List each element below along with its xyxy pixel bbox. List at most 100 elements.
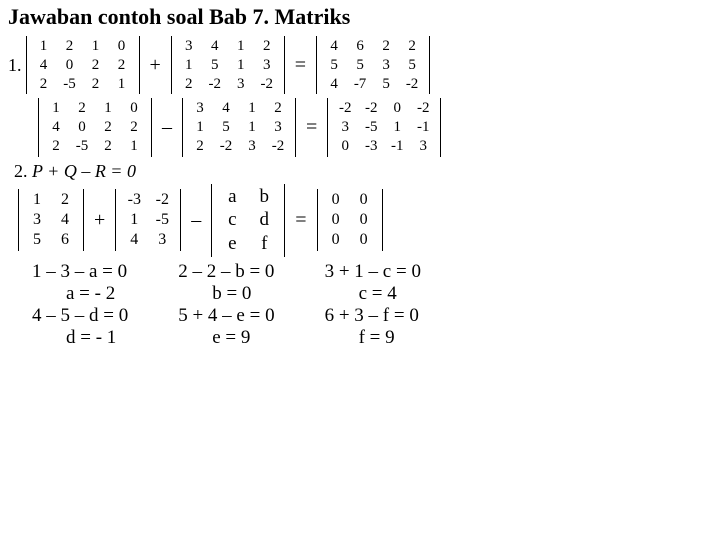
matrix-zero: 000000	[317, 189, 383, 251]
eq-line: a = - 2	[66, 283, 128, 305]
matrix-a2: 121040222-521	[38, 98, 152, 156]
matrix-cell: 1	[239, 99, 265, 118]
q1-row1: 1. 121040222-521 + 341215132-23-2 = 4622…	[8, 36, 712, 94]
matrix-cell: 1	[95, 99, 121, 118]
eq-line: 1 – 3 – a = 0	[32, 261, 128, 283]
matrix-cell: 3	[373, 56, 399, 75]
matrix-cell: -2	[358, 99, 384, 118]
matrix-cell: 0	[69, 118, 95, 137]
matrix-cell: 2	[95, 137, 121, 156]
q2-matrix-row: 123456 + -3-21-543 – abcdef = 000000	[18, 184, 712, 257]
matrix-cell: 2	[43, 137, 69, 156]
matrix-cell: -2	[399, 75, 425, 94]
matrix-cell: c	[216, 208, 248, 232]
matrix-cell: 1	[83, 37, 109, 56]
eq-line: c = 4	[359, 283, 421, 305]
matrix-cell: 1	[43, 99, 69, 118]
sol-col-3: 3 + 1 – c = 0 c = 4 6 + 3 – f = 0 f = 9	[325, 261, 421, 349]
op-minus: –	[152, 116, 182, 139]
matrix-cell: 4	[321, 75, 347, 94]
eq-line: e = 9	[212, 327, 274, 349]
matrix-cell: 0	[332, 137, 358, 156]
matrix-q: -3-21-543	[115, 189, 181, 251]
matrix-cell: -5	[69, 137, 95, 156]
matrix-cell: a	[216, 185, 248, 209]
matrix-cell: 6	[51, 230, 79, 250]
matrix-cell: -2	[265, 137, 291, 156]
matrix-cell: 3	[332, 118, 358, 137]
matrix-cell: 3	[148, 230, 176, 250]
matrix-cell: 1	[187, 118, 213, 137]
matrix-cell: 2	[51, 190, 79, 210]
matrix-cell: 2	[83, 56, 109, 75]
matrix-cell: 2	[57, 37, 83, 56]
matrix-a: 121040222-521	[26, 36, 140, 94]
matrix-cell: 0	[121, 99, 147, 118]
matrix-sum: 462255354-75-2	[316, 36, 430, 94]
matrix-cell: 2	[176, 75, 202, 94]
matrix-cell: -1	[410, 118, 436, 137]
op-eq-3: =	[285, 209, 316, 232]
matrix-cell: 0	[322, 190, 350, 210]
eq-line: d = - 1	[66, 327, 128, 349]
matrix-cell: -5	[148, 210, 176, 230]
matrix-cell: 1	[109, 75, 135, 94]
matrix-cell: 2	[373, 37, 399, 56]
matrix-cell: -2	[213, 137, 239, 156]
matrix-cell: 4	[202, 37, 228, 56]
eq-line: b = 0	[212, 283, 274, 305]
matrix-cell: 1	[23, 190, 51, 210]
matrix-cell: 3	[228, 75, 254, 94]
matrix-cell: 6	[347, 37, 373, 56]
q2-header: 2. P + Q – R = 0	[14, 161, 712, 182]
matrix-cell: 3	[23, 210, 51, 230]
matrix-cell: 0	[350, 230, 378, 250]
matrix-cell: 4	[31, 56, 57, 75]
matrix-cell: 2	[69, 99, 95, 118]
matrix-cell: 1	[228, 56, 254, 75]
matrix-cell: 4	[321, 37, 347, 56]
matrix-cell: 2	[254, 37, 280, 56]
matrix-cell: 3	[265, 118, 291, 137]
op-plus: +	[140, 54, 171, 77]
page-title: Jawaban contoh soal Bab 7. Matriks	[8, 4, 712, 30]
matrix-cell: 1	[121, 137, 147, 156]
matrix-cell: 3	[187, 99, 213, 118]
matrix-cell: -1	[384, 137, 410, 156]
matrix-cell: 2	[83, 75, 109, 94]
matrix-cell: 1	[176, 56, 202, 75]
matrix-cell: 0	[322, 230, 350, 250]
q1-label: 1.	[8, 55, 22, 76]
matrix-cell: 1	[120, 210, 148, 230]
eq-line: f = 9	[359, 327, 421, 349]
matrix-cell: 1	[384, 118, 410, 137]
matrix-cell: e	[216, 232, 248, 256]
matrix-cell: 0	[350, 210, 378, 230]
matrix-cell: 2	[109, 56, 135, 75]
matrix-p: 123456	[18, 189, 84, 251]
matrix-cell: 3	[410, 137, 436, 156]
q1-row2: 121040222-521 – 341215132-23-2 = -2-20-2…	[38, 98, 712, 156]
matrix-cell: 4	[43, 118, 69, 137]
matrix-cell: 5	[202, 56, 228, 75]
matrix-cell: -2	[202, 75, 228, 94]
matrix-cell: 4	[120, 230, 148, 250]
matrix-cell: d	[248, 208, 280, 232]
matrix-b: 341215132-23-2	[171, 36, 285, 94]
op-plus-2: +	[84, 209, 115, 232]
matrix-cell: 0	[350, 190, 378, 210]
matrix-cell: 3	[239, 137, 265, 156]
matrix-cell: 5	[373, 75, 399, 94]
matrix-cell: -7	[347, 75, 373, 94]
matrix-cell: 4	[51, 210, 79, 230]
op-minus-2: –	[181, 209, 211, 232]
matrix-diff: -2-20-23-51-10-3-13	[327, 98, 441, 156]
matrix-cell: 1	[228, 37, 254, 56]
matrix-cell: 5	[399, 56, 425, 75]
matrix-cell: -3	[358, 137, 384, 156]
matrix-cell: 2	[265, 99, 291, 118]
matrix-cell: -3	[120, 190, 148, 210]
eq-line: 2 – 2 – b = 0	[178, 261, 274, 283]
matrix-cell: 2	[187, 137, 213, 156]
eq-line: 3 + 1 – c = 0	[325, 261, 421, 283]
